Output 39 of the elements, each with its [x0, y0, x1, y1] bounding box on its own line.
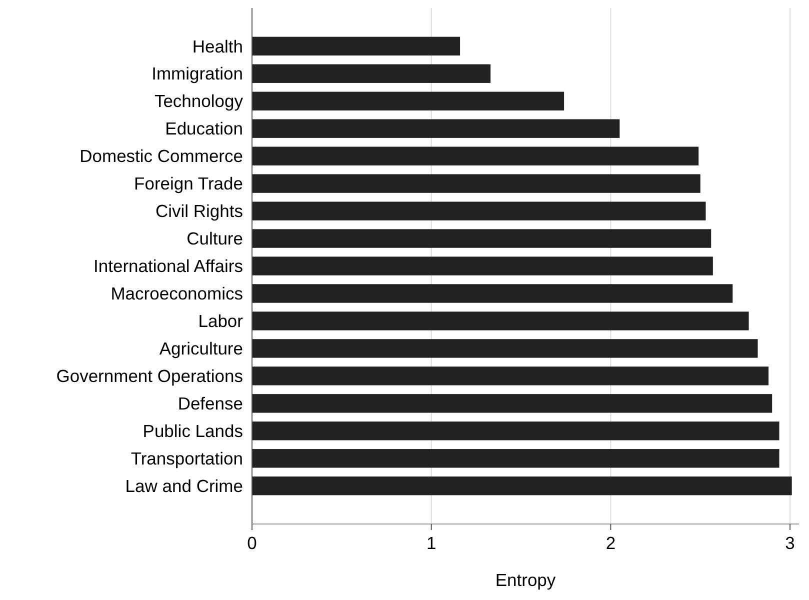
- y-tick-label: Immigration: [152, 64, 243, 84]
- y-tick-label: Law and Crime: [125, 476, 243, 496]
- bar: [252, 36, 460, 56]
- bar: [252, 476, 792, 496]
- bar: [252, 174, 700, 193]
- bar: [252, 202, 706, 220]
- x-tick-label: 0: [247, 533, 258, 553]
- x-tick-label: 2: [606, 533, 616, 553]
- y-tick-label: Technology: [154, 91, 244, 112]
- bar: [252, 449, 780, 468]
- y-tick-label: Public Lands: [142, 421, 244, 442]
- bar: [252, 256, 713, 276]
- y-tick-label: International Affairs: [94, 256, 244, 276]
- y-tick-label: Foreign Trade: [134, 174, 243, 194]
- bar: [252, 146, 699, 166]
- y-tick-label: Culture: [186, 228, 243, 249]
- bar: [252, 64, 491, 83]
- bar: [252, 119, 620, 138]
- y-tick-label: Labor: [198, 311, 244, 332]
- bar: [252, 312, 749, 330]
- bar: [252, 229, 712, 248]
- y-tick-label: Defense: [178, 394, 243, 414]
- y-tick-label: Education: [165, 118, 243, 139]
- x-tick-label: 1: [426, 533, 436, 553]
- y-tick-label: Government Operations: [56, 366, 244, 386]
- y-tick-label: Macroeconomics: [110, 284, 244, 304]
- y-tick-label: Health: [192, 36, 243, 56]
- y-tick-label: Domestic Commerce: [80, 146, 243, 166]
- bar: [252, 339, 758, 358]
- y-tick-label: Transportation: [130, 448, 243, 469]
- x-axis-title: Entropy: [495, 570, 556, 590]
- bar: [252, 366, 769, 386]
- bar: [252, 394, 772, 413]
- bar: [252, 422, 780, 440]
- y-tick-label: Civil Rights: [155, 201, 244, 222]
- bar: [252, 92, 564, 110]
- x-tick-label: 3: [785, 533, 795, 553]
- y-tick-label: Agriculture: [159, 338, 243, 359]
- bar: [252, 284, 733, 303]
